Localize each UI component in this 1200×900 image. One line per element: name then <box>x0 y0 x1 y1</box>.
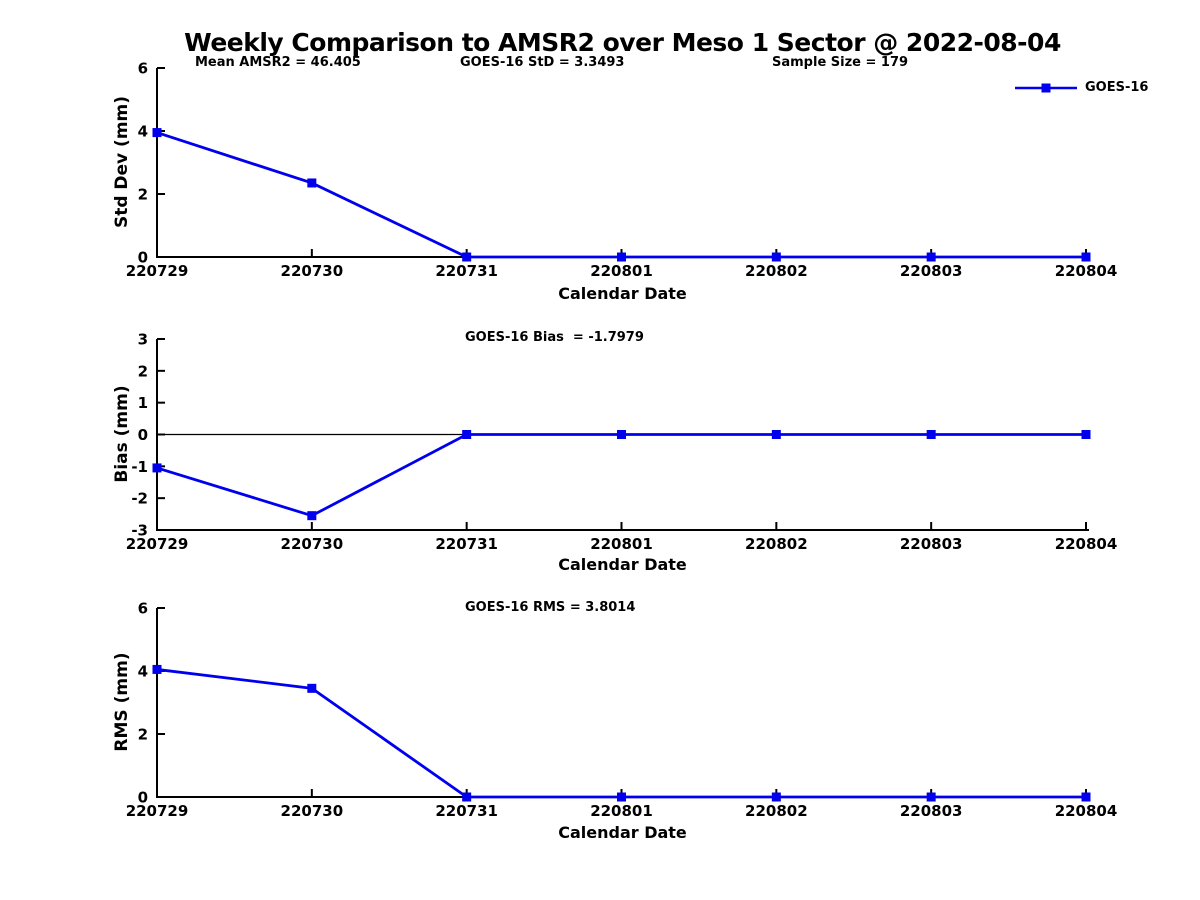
stat-goes16-bias: GOES-16 Bias = -1.7979 <box>465 330 644 345</box>
data-point-marker <box>152 128 162 138</box>
x-tick-label: 220731 <box>435 535 498 553</box>
x-tick-label: 220804 <box>1055 535 1118 553</box>
y-tick-label: 0 <box>138 789 148 807</box>
data-point-marker <box>926 252 936 262</box>
x-tick-label: 220803 <box>900 802 963 820</box>
x-tick-label: 220801 <box>590 802 653 820</box>
legend-marker-sample <box>1041 83 1051 92</box>
x-tick-label: 220730 <box>281 802 344 820</box>
data-point-marker <box>617 430 626 439</box>
x-axis-title-1: Calendar Date <box>558 284 687 303</box>
data-line <box>156 668 1086 799</box>
x-tick-label: 220801 <box>590 262 653 280</box>
data-point-marker <box>307 511 317 521</box>
data-point-marker <box>771 252 781 262</box>
stat-mean-amsr2: Mean AMSR2 = 46.405 <box>195 55 361 70</box>
stat-sample-size: Sample Size = 179 <box>772 55 909 70</box>
y-tick-label: 2 <box>138 186 148 204</box>
data-point-marker <box>617 792 626 802</box>
data-point-marker <box>462 252 472 262</box>
x-tick-label: 220729 <box>126 262 189 280</box>
x-axis-title-2: Calendar Date <box>558 555 687 574</box>
data-point-marker <box>307 178 317 188</box>
y-tick-label: -3 <box>131 522 148 540</box>
stat-goes16-std: GOES-16 StD = 3.3493 <box>460 55 625 70</box>
data-line <box>156 433 1086 518</box>
legend-swatch <box>1015 83 1077 92</box>
x-tick-label: 220802 <box>745 262 808 280</box>
y-tick-label: -2 <box>131 490 148 508</box>
y-axis-title-stddev: Std Dev (mm) <box>112 95 132 229</box>
x-tick-label: 220803 <box>900 262 963 280</box>
x-tick-label: 220729 <box>126 802 189 820</box>
data-point-marker <box>1081 252 1091 262</box>
x-tick-label: 220801 <box>590 535 653 553</box>
data-point-marker <box>307 683 317 693</box>
x-tick-label: 220802 <box>745 802 808 820</box>
x-tick-label: 220730 <box>281 535 344 553</box>
data-line <box>156 131 1086 259</box>
x-tick-label: 220731 <box>435 262 498 280</box>
y-tick-label: 6 <box>138 600 148 618</box>
data-point-marker <box>152 463 162 473</box>
stat-goes16-rms: GOES-16 RMS = 3.8014 <box>465 600 636 615</box>
data-point-marker <box>462 792 472 802</box>
x-tick-label: 220730 <box>281 262 344 280</box>
y-tick-label: 1 <box>138 394 148 412</box>
y-tick-label: 0 <box>138 426 148 444</box>
data-point-marker <box>617 252 626 262</box>
y-tick-label: 2 <box>138 726 148 744</box>
data-point-marker <box>771 792 781 802</box>
data-point-marker <box>926 792 936 802</box>
data-point-marker <box>1081 792 1091 802</box>
data-point-marker <box>926 430 936 439</box>
x-tick-label: 220802 <box>745 535 808 553</box>
page-title: Weekly Comparison to AMSR2 over Meso 1 S… <box>184 28 1061 57</box>
legend: GOES-16 <box>1014 80 1148 95</box>
y-axis-title-rms: RMS (mm) <box>112 652 132 752</box>
y-tick-label: 4 <box>138 663 148 681</box>
data-point-marker <box>462 430 472 439</box>
data-point-marker <box>152 664 162 674</box>
x-tick-label: 220731 <box>435 802 498 820</box>
y-tick-label: -1 <box>131 458 148 476</box>
data-point-marker <box>1081 430 1091 439</box>
y-tick-label: 0 <box>138 249 148 267</box>
y-tick-label: 4 <box>138 123 148 141</box>
x-tick-label: 220804 <box>1055 262 1118 280</box>
x-tick-label: 220804 <box>1055 802 1118 820</box>
x-tick-label: 220803 <box>900 535 963 553</box>
y-axis-title-bias: Bias (mm) <box>112 385 132 483</box>
legend-series-label: GOES-16 <box>1085 80 1149 95</box>
x-axis-title-3: Calendar Date <box>558 823 687 842</box>
y-tick-label: 2 <box>138 362 148 380</box>
x-tick-label: 220729 <box>126 535 189 553</box>
y-tick-label: 6 <box>138 60 148 78</box>
y-tick-label: 3 <box>138 331 148 349</box>
data-point-marker <box>771 430 781 439</box>
